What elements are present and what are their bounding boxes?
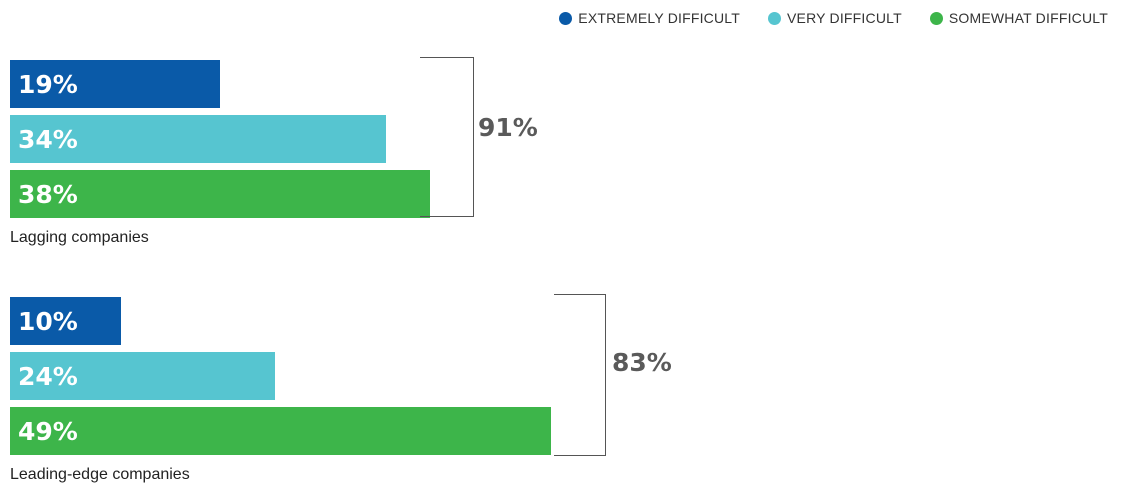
bar-value-label: 34% [18, 124, 78, 154]
bar: 19% [10, 60, 220, 108]
legend-item: SOMEWHAT DIFFICULT [929, 10, 1108, 26]
bar: 38% [10, 170, 430, 218]
legend-swatch [929, 11, 943, 25]
legend-label: VERY DIFFICULT [787, 10, 902, 26]
bar: 10% [10, 297, 121, 345]
group-total-label: 83% [612, 348, 672, 377]
bar-value-label: 24% [18, 361, 78, 391]
group-bracket [554, 294, 606, 456]
group-total-label: 91% [478, 113, 538, 142]
group-label: Lagging companies [10, 229, 149, 246]
legend: EXTREMELY DIFFICULT VERY DIFFICULT SOMEWHA… [559, 10, 1108, 26]
bar-value-label: 19% [18, 69, 78, 99]
legend-item: EXTREMELY DIFFICULT [559, 10, 740, 26]
bar: 49% [10, 407, 551, 455]
bar-value-label: 10% [18, 306, 78, 336]
bar: 34% [10, 115, 386, 163]
bar: 24% [10, 352, 275, 400]
bar-value-label: 49% [18, 416, 78, 446]
legend-label: EXTREMELY DIFFICULT [578, 10, 741, 26]
bar-value-label: 38% [18, 179, 78, 209]
group-label: Leading-edge companies [10, 466, 190, 483]
legend-swatch [768, 11, 782, 25]
legend-item: VERY DIFFICULT [768, 10, 902, 26]
legend-label: SOMEWHAT DIFFICULT [948, 10, 1108, 26]
legend-swatch [559, 11, 573, 25]
group-bracket [420, 57, 474, 217]
